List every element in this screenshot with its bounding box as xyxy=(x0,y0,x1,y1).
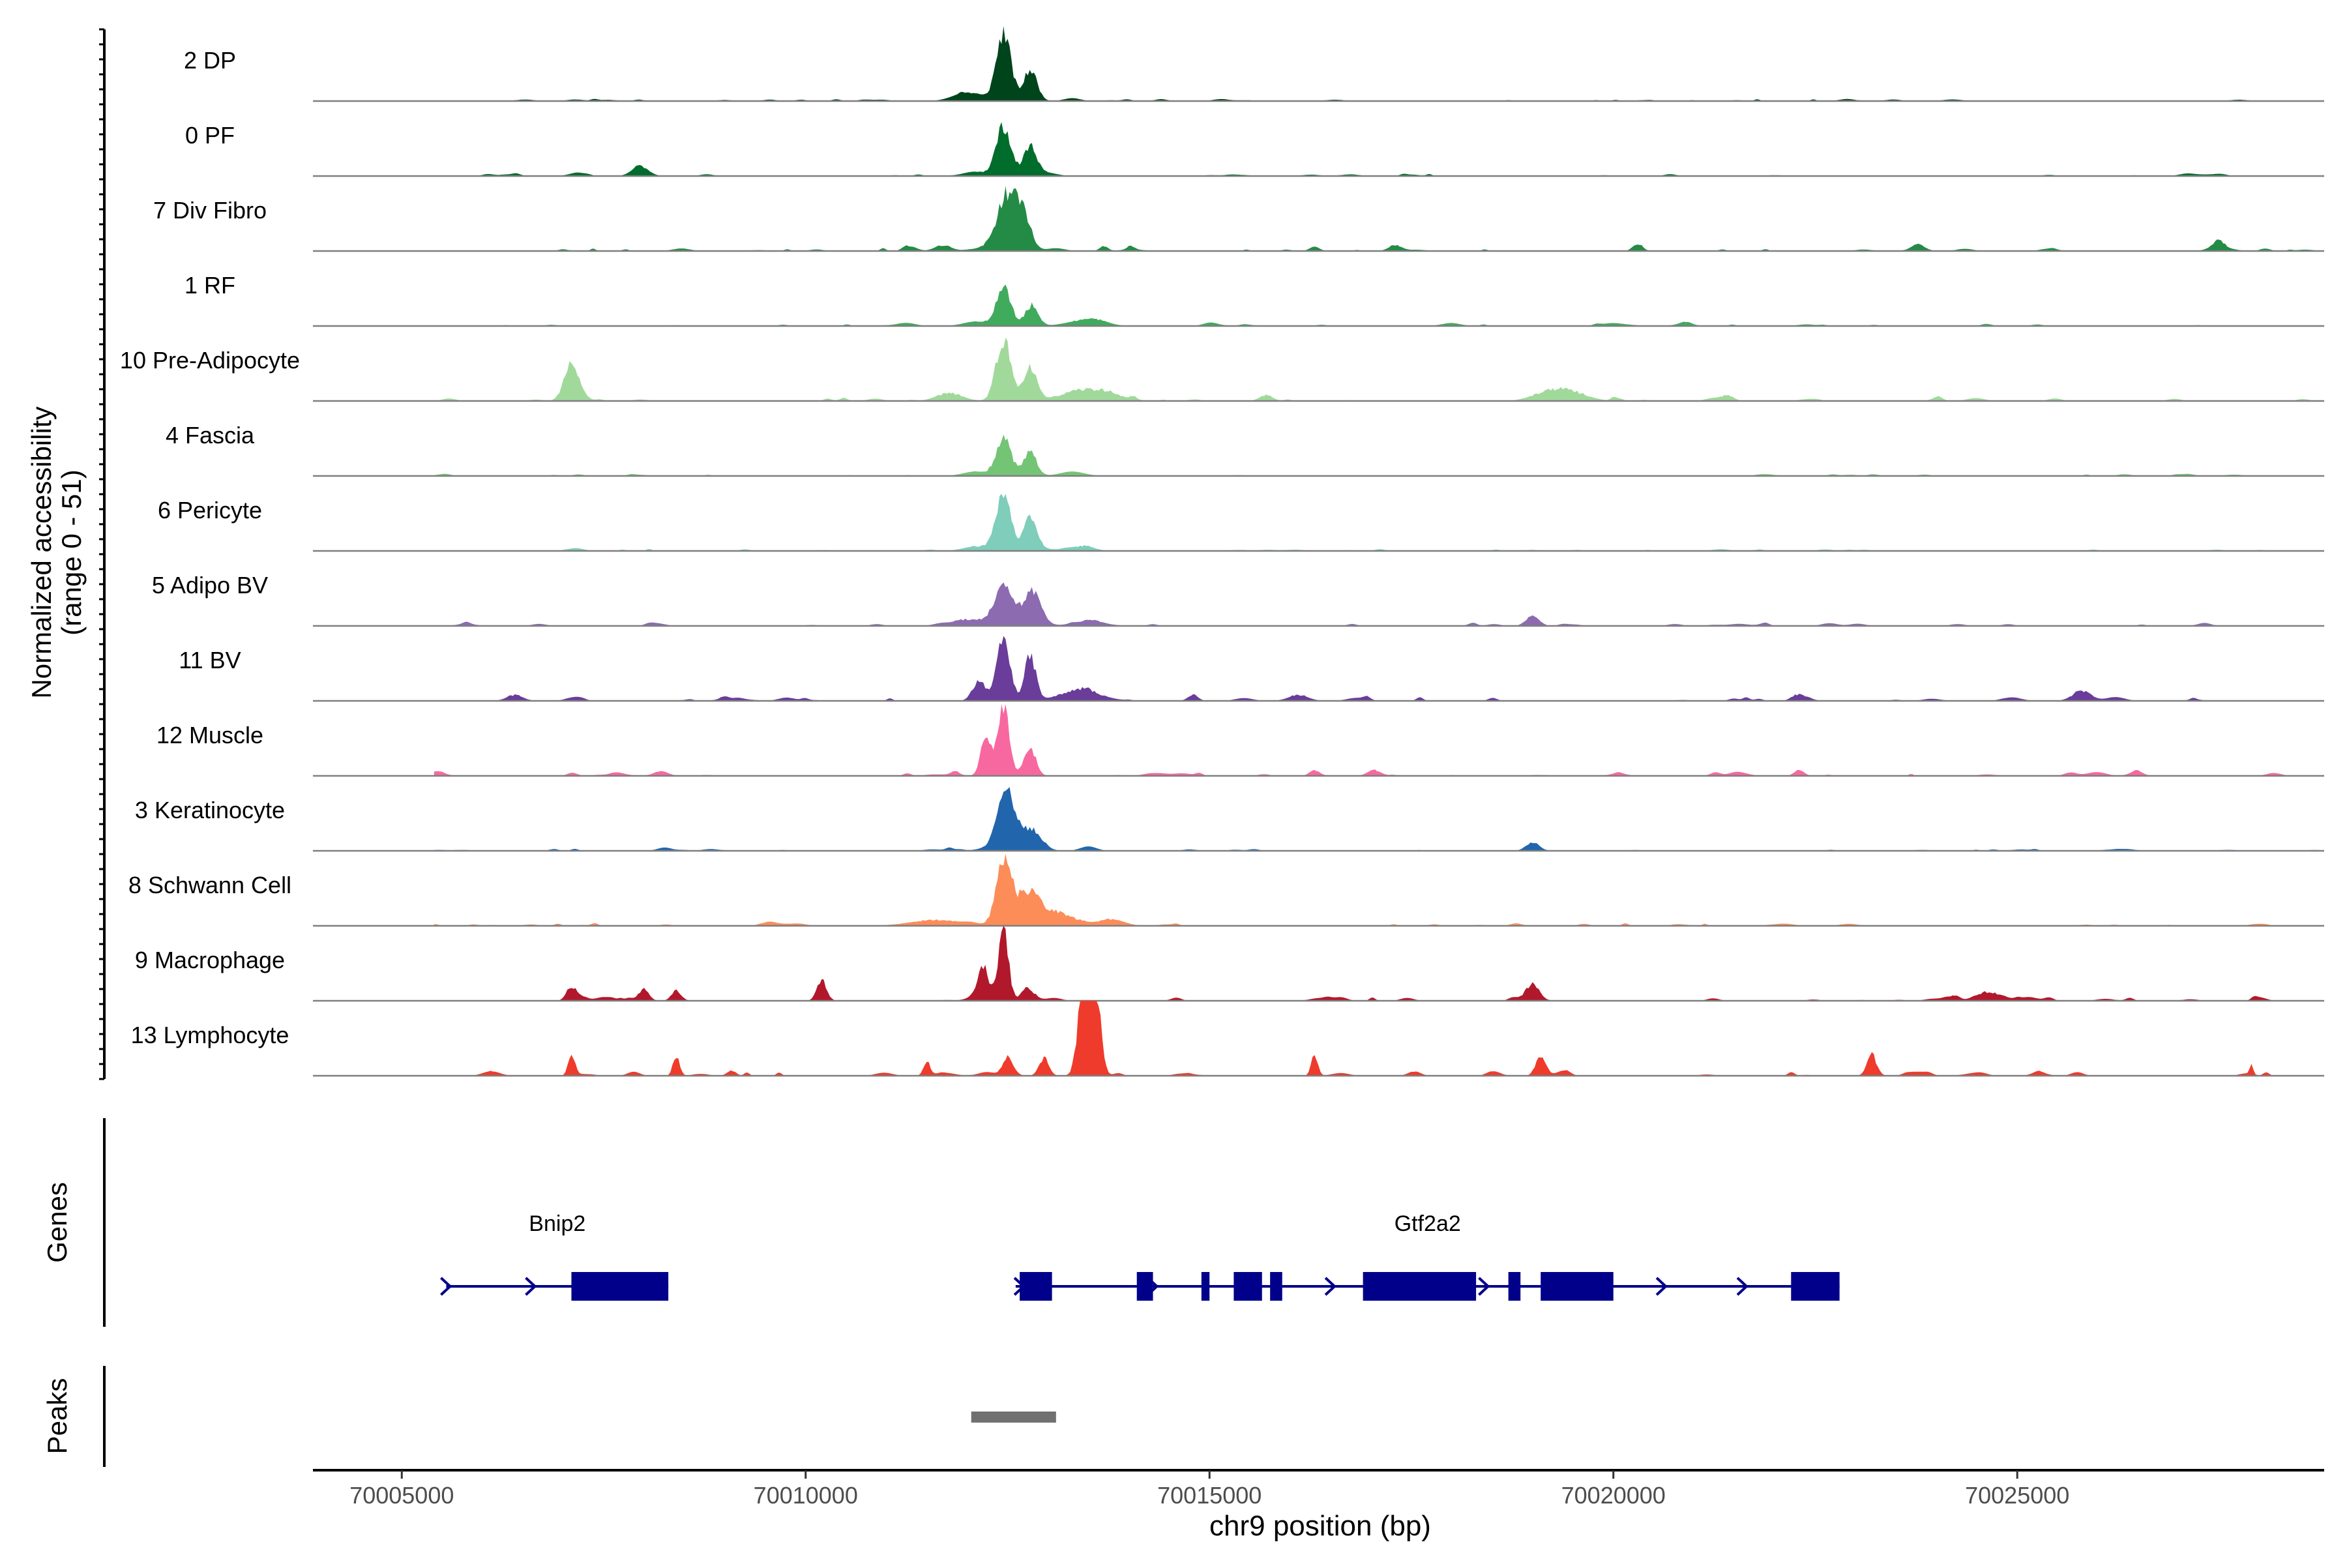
track xyxy=(313,853,2324,927)
gene-model: Gtf2a2 xyxy=(1013,1211,1840,1301)
x-axis-tick-label: 70010000 xyxy=(754,1482,858,1509)
gene-exon xyxy=(1508,1272,1521,1301)
track xyxy=(313,494,2324,552)
y-axis-label-line2: (range 0 - 51) xyxy=(56,469,87,635)
track xyxy=(313,26,2324,102)
track-label: 4 Fascia xyxy=(166,422,255,449)
gene-exon xyxy=(1270,1272,1282,1301)
gene-exon xyxy=(1791,1272,1840,1301)
track-signal-area xyxy=(434,122,2323,176)
y-axis-label-line1: Normalized accessibility xyxy=(26,406,57,698)
track-signal-area xyxy=(434,636,2323,701)
peaks-panel-label: Peaks xyxy=(42,1378,72,1455)
strand-arrow xyxy=(440,1277,452,1296)
track-signal-area xyxy=(434,494,2323,551)
track-signal-area xyxy=(434,853,2323,926)
track-label: 12 Muscle xyxy=(156,722,263,748)
track xyxy=(313,337,2324,402)
coverage-tracks xyxy=(313,26,2324,1077)
strand-arrow xyxy=(1736,1277,1749,1296)
track xyxy=(313,122,2324,177)
track-signal-area xyxy=(434,703,2323,776)
track-signal-area xyxy=(434,337,2323,401)
gene-name-label: Bnip2 xyxy=(529,1211,585,1236)
genes-panel-label: Genes xyxy=(42,1182,72,1263)
gene-exon xyxy=(1136,1272,1153,1301)
x-axis: 70005000 70010000 70015000 70020000 70025000… xyxy=(313,1469,2324,1542)
gene-exon xyxy=(1233,1272,1262,1301)
track xyxy=(313,284,2324,327)
strand-arrow xyxy=(1655,1277,1668,1296)
track-signal-area xyxy=(434,186,2323,251)
gene-exon xyxy=(1363,1272,1477,1301)
track xyxy=(313,926,2324,1002)
strand-arrow xyxy=(1324,1277,1337,1296)
gene-exon xyxy=(1020,1272,1052,1301)
track xyxy=(313,186,2324,252)
gene-model: Bnip2 xyxy=(440,1211,669,1301)
track-signal-area xyxy=(434,26,2323,101)
x-axis-tick-label: 70015000 xyxy=(1157,1482,1262,1509)
strand-arrow xyxy=(1478,1277,1490,1296)
gene-name-label: Gtf2a2 xyxy=(1395,1211,1461,1236)
track-signal-area xyxy=(434,787,2323,851)
track-label: 9 Macrophage xyxy=(135,947,285,973)
peak-region xyxy=(971,1412,1056,1423)
track-label: 6 Pericyte xyxy=(158,497,262,524)
track xyxy=(313,434,2324,477)
track-labels: 2 DP 0 PF 7 Div Fibro 1 RF 10 Pre-Adipocyte 4… xyxy=(120,47,300,1048)
track xyxy=(313,582,2324,627)
track-label: 8 Schwann Cell xyxy=(128,872,291,898)
track-signal-area xyxy=(434,926,2323,1001)
x-axis-tick-label: 70025000 xyxy=(1965,1482,2069,1509)
genes-panel: Genes Bnip2 Gtf2a2 xyxy=(42,1118,1840,1327)
gene-exon xyxy=(1201,1272,1210,1301)
track-signal-area xyxy=(434,582,2323,626)
track-label: 2 DP xyxy=(184,47,236,74)
track-label: 13 Lymphocyte xyxy=(131,1022,289,1048)
track-label: 5 Adipo BV xyxy=(152,572,268,599)
track xyxy=(313,1001,2324,1077)
x-axis-label: chr9 position (bp) xyxy=(1209,1510,1431,1542)
strand-arrow xyxy=(525,1277,537,1296)
y-axis: Normalized accessibility (range 0 - 51) xyxy=(26,28,106,1080)
track-label: 11 BV xyxy=(179,647,241,673)
track-label: 10 Pre-Adipocyte xyxy=(120,347,300,374)
track xyxy=(313,703,2324,777)
track xyxy=(313,787,2324,852)
track-label: 7 Div Fibro xyxy=(153,197,267,224)
track xyxy=(313,636,2324,702)
x-axis-tick-label: 70005000 xyxy=(349,1482,454,1509)
peaks-panel: Peaks xyxy=(42,1366,1056,1467)
x-axis-tick-label: 70020000 xyxy=(1561,1482,1666,1509)
gene-exon xyxy=(1541,1272,1614,1301)
y-axis-ticks xyxy=(99,28,104,1080)
track-signal-area xyxy=(434,284,2323,326)
gene-exon xyxy=(571,1272,669,1301)
track-label: 1 RF xyxy=(185,272,235,299)
track-signal-area xyxy=(434,1001,2323,1076)
x-axis-ticks: 70005000 70010000 70015000 70020000 70025000 xyxy=(349,1470,2069,1509)
track-label: 0 PF xyxy=(185,122,235,149)
track-label: 3 Keratinocyte xyxy=(135,797,285,823)
track-signal-area xyxy=(434,434,2323,476)
